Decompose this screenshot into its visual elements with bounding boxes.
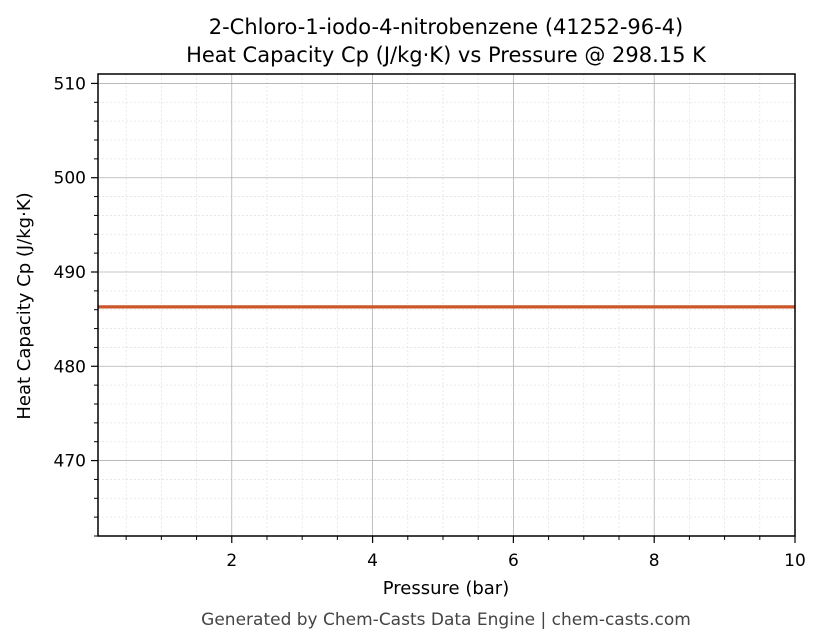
- major-gridlines: [98, 74, 796, 536]
- y-tick-label: 470: [54, 452, 86, 472]
- axis-ticks: [91, 82, 796, 543]
- footer-credit: Generated by Chem-Casts Data Engine | ch…: [201, 610, 691, 630]
- x-axis-label: Pressure (bar): [383, 578, 509, 599]
- chart-subtitle: Heat Capacity Cp (J/kg·K) vs Pressure @ …: [186, 43, 707, 67]
- x-tick-label: 4: [367, 551, 378, 571]
- plot-frame: [97, 73, 796, 537]
- x-tick-label: 8: [649, 551, 660, 571]
- y-tick-label: 500: [54, 169, 86, 189]
- x-tick-label: 2: [226, 551, 237, 571]
- minor-gridlines: [98, 74, 795, 537]
- y-tick-label: 510: [54, 74, 86, 94]
- x-tick-label: 10: [784, 551, 806, 571]
- y-tick-label: 480: [54, 357, 86, 377]
- chart-title: 2-Chloro-1-iodo-4-nitrobenzene (41252-96…: [209, 15, 684, 39]
- y-tick-label: 490: [54, 263, 86, 283]
- tick-labels: 2 4 6 8 10 470 480 490 500 510: [54, 74, 806, 571]
- y-axis-label: Heat Capacity Cp (J/kg·K): [14, 192, 35, 419]
- x-tick-label: 6: [508, 551, 519, 571]
